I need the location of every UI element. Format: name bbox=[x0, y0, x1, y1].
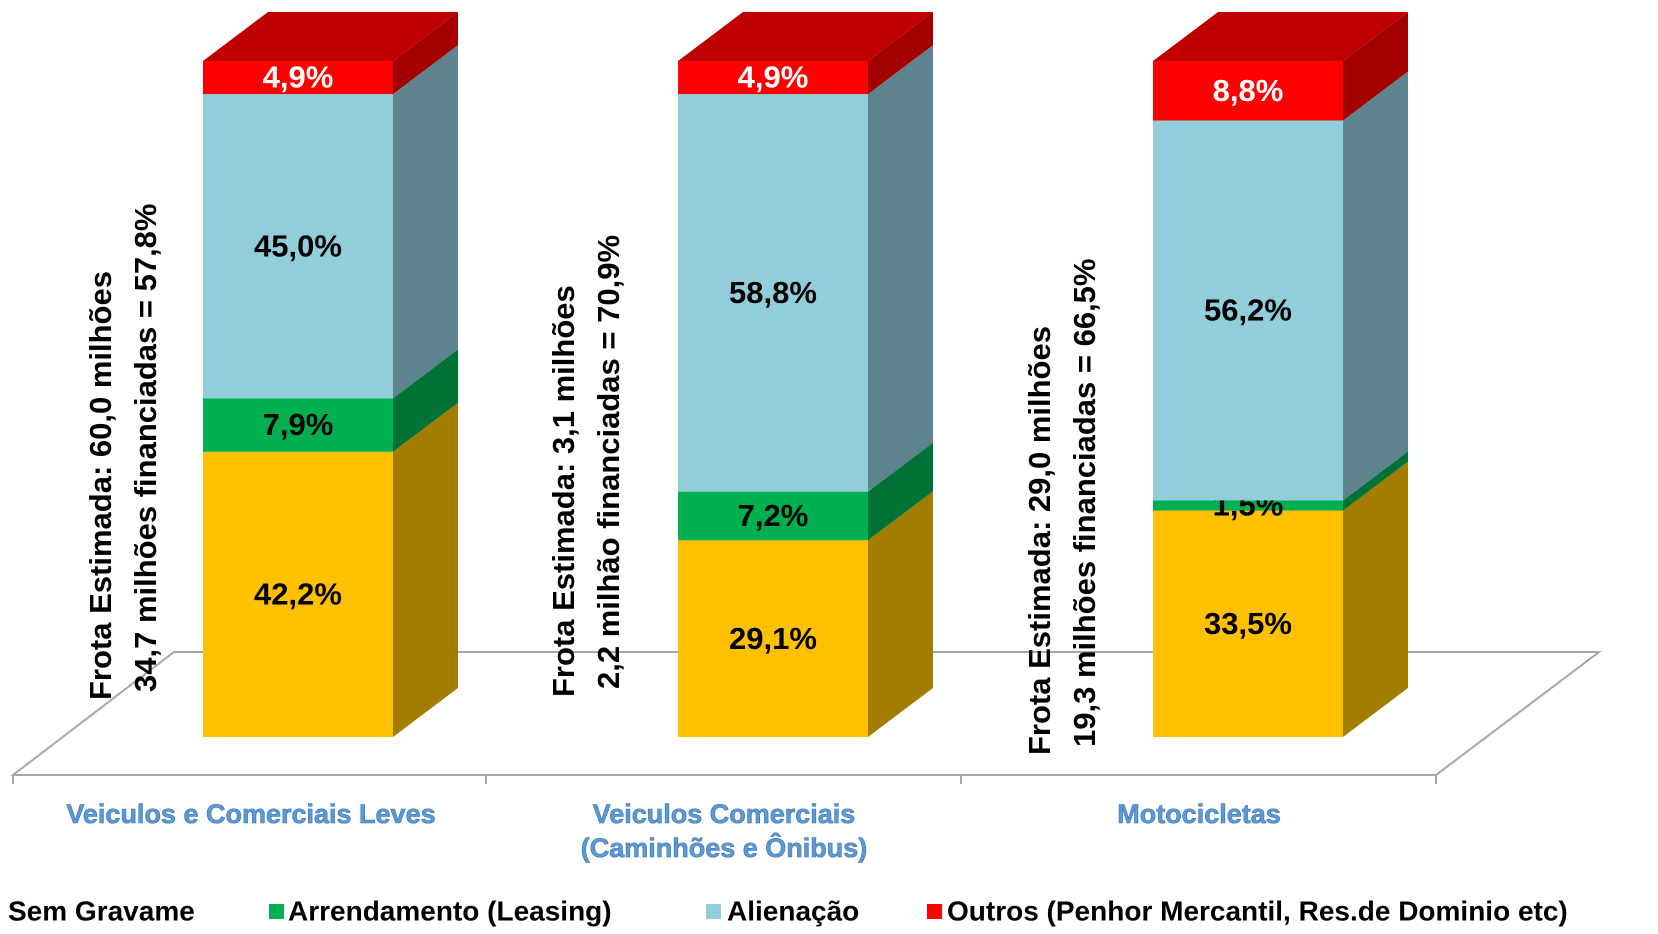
value-label: 58,8% bbox=[729, 275, 817, 310]
bar-side bbox=[868, 442, 933, 541]
bar-segment bbox=[203, 398, 393, 452]
bar-segment bbox=[203, 94, 393, 399]
bar-side bbox=[393, 45, 458, 399]
annotation: Frota Estimada: 60,0 milhões bbox=[83, 271, 118, 700]
bar-side bbox=[393, 402, 458, 737]
bar-segment bbox=[1153, 500, 1343, 511]
value-label: 56,2% bbox=[1204, 293, 1292, 328]
bar-segment bbox=[203, 451, 393, 737]
value-label: 7,2% bbox=[738, 498, 809, 533]
bar-side bbox=[1343, 12, 1408, 121]
annotation: 34,7 milhões financiadas = 57,8% bbox=[128, 204, 163, 693]
value-label: 33,5% bbox=[1204, 606, 1292, 641]
legend-marker bbox=[927, 904, 942, 919]
annotation: Frota Estimada: 3,1 milhões bbox=[546, 285, 581, 697]
bar-top bbox=[203, 12, 458, 61]
bar-segment bbox=[203, 61, 393, 95]
category-label: Veiculos e Comerciais Leves bbox=[66, 799, 436, 830]
bar-segment bbox=[1153, 510, 1343, 737]
category-label: Veiculos Comerciais (Caminhões e Ônibus) bbox=[580, 799, 868, 864]
annotation: 19,3 milhões financiadas = 66,5% bbox=[1067, 259, 1102, 748]
legend-label: Arrendamento (Leasing) bbox=[288, 895, 612, 926]
bar-top bbox=[1153, 12, 1408, 61]
annotation: Frota Estimada: 29,0 milhões bbox=[1022, 326, 1057, 755]
bar-segment bbox=[1153, 61, 1343, 121]
bar-side bbox=[1343, 461, 1408, 737]
annotation: 2,2 milhão financiadas = 70,9% bbox=[591, 235, 626, 689]
bar-segment bbox=[678, 94, 868, 492]
legend-label: Alienação bbox=[727, 895, 859, 926]
value-label: 4,9% bbox=[738, 60, 809, 95]
legend-marker bbox=[706, 904, 721, 919]
legend-label: Sem Gravame bbox=[8, 895, 195, 926]
bar-segment bbox=[678, 540, 868, 737]
bar-top bbox=[678, 12, 933, 61]
bar-side bbox=[868, 45, 933, 492]
value-label: 45,0% bbox=[254, 228, 342, 263]
bar-segment bbox=[1153, 120, 1343, 501]
value-label: 7,9% bbox=[263, 407, 334, 442]
bar-segment bbox=[678, 491, 868, 541]
bar-side bbox=[868, 12, 933, 95]
category-label: Motocicletas bbox=[1117, 799, 1281, 830]
bar-side bbox=[868, 491, 933, 737]
value-label: 8,8% bbox=[1213, 73, 1284, 108]
value-label: 42,2% bbox=[254, 577, 342, 612]
legend-label: Outros (Penhor Mercantil, Res.de Dominio… bbox=[947, 895, 1568, 926]
bar-side bbox=[393, 349, 458, 452]
bar-segment bbox=[678, 61, 868, 95]
bar-side bbox=[1343, 71, 1408, 501]
bar-side bbox=[1343, 451, 1408, 511]
value-label: 4,9% bbox=[263, 60, 334, 95]
bar-side bbox=[393, 12, 458, 95]
legend-marker bbox=[269, 904, 284, 919]
value-label: 29,1% bbox=[729, 621, 817, 656]
